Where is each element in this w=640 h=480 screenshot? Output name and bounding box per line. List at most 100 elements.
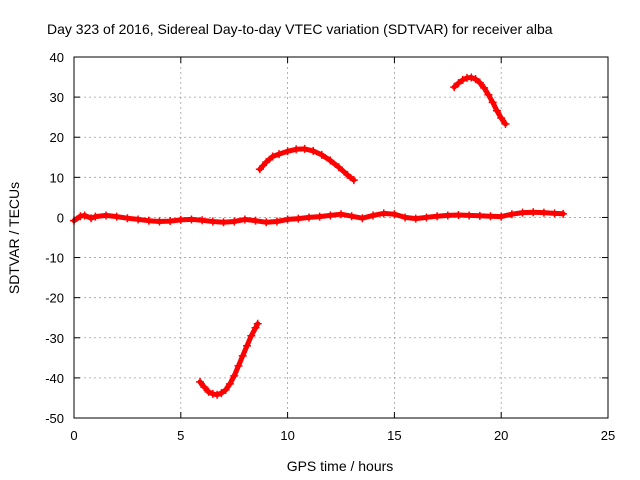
data-point xyxy=(334,163,343,172)
data-point xyxy=(268,152,277,161)
x-tick-label: 20 xyxy=(494,428,508,443)
x-axis-label: GPS time / hours xyxy=(287,458,394,474)
data-point xyxy=(294,214,303,223)
y-tick-label: 40 xyxy=(50,50,64,65)
series-arc-positive-high xyxy=(450,73,510,128)
data-point xyxy=(497,113,506,122)
data-point xyxy=(217,389,226,398)
data-point xyxy=(251,323,260,332)
x-tick-labels: 0 5 10 15 20 25 xyxy=(70,428,615,443)
data-point xyxy=(309,146,318,155)
data-point xyxy=(275,150,284,159)
data-point xyxy=(454,211,463,220)
data-point xyxy=(123,214,132,223)
data-point xyxy=(488,98,497,107)
data-point xyxy=(550,209,559,218)
data-point xyxy=(200,383,209,392)
data-point xyxy=(76,212,85,221)
data-point xyxy=(411,214,420,223)
data-point xyxy=(253,319,262,328)
data-point xyxy=(497,212,506,221)
series-arc-negative xyxy=(196,319,262,399)
data-point xyxy=(326,156,335,165)
y-tick-label: -10 xyxy=(45,251,64,266)
x-tick-label: 10 xyxy=(280,428,294,443)
data-point xyxy=(134,215,143,224)
data-point xyxy=(234,361,243,370)
data-point xyxy=(486,212,495,221)
y-tick-label: 0 xyxy=(57,210,64,225)
data-point xyxy=(390,210,399,219)
y-tick-label: 20 xyxy=(50,130,64,145)
data-point xyxy=(343,170,352,179)
data-point xyxy=(230,217,239,226)
data-point xyxy=(507,210,516,219)
data-point xyxy=(230,371,239,380)
data-point xyxy=(529,208,538,217)
data-point xyxy=(255,165,264,174)
data-point xyxy=(155,217,164,226)
chart-title: Day 323 of 2016, Sidereal Day-to-day VTE… xyxy=(47,21,553,37)
data-point xyxy=(102,211,111,220)
data-point xyxy=(465,211,474,220)
data-point xyxy=(213,390,222,399)
data-point xyxy=(221,385,230,394)
data-point xyxy=(243,341,252,350)
data-point xyxy=(492,106,501,115)
data-point xyxy=(283,147,292,156)
data-point xyxy=(401,213,410,222)
data-point xyxy=(369,211,378,220)
data-point xyxy=(240,215,249,224)
y-tick-label: -40 xyxy=(45,371,64,386)
data-point xyxy=(166,217,175,226)
x-tick-label: 25 xyxy=(601,428,615,443)
data-point xyxy=(91,212,100,221)
data-point xyxy=(450,83,459,92)
data-point xyxy=(433,212,442,221)
data-point xyxy=(518,208,527,217)
data-point xyxy=(238,351,247,360)
data-point xyxy=(251,216,260,225)
data-point xyxy=(467,73,476,82)
data-point xyxy=(204,387,213,396)
data-point xyxy=(471,75,480,84)
data-point xyxy=(208,389,217,398)
grid xyxy=(74,57,608,418)
data-point xyxy=(326,211,335,220)
data-point xyxy=(349,176,358,185)
data-point xyxy=(144,216,153,225)
series-arc-near-zero xyxy=(70,208,568,227)
data-point xyxy=(539,208,548,217)
y-tick-label: -30 xyxy=(45,331,64,346)
x-tick-label: 15 xyxy=(387,428,401,443)
data-point xyxy=(337,210,345,219)
data-point xyxy=(208,217,217,226)
x-tick-label: 0 xyxy=(70,428,77,443)
data-point xyxy=(300,144,309,153)
data-point xyxy=(80,211,89,220)
data-point xyxy=(198,216,207,225)
data-point xyxy=(225,379,234,388)
data-point xyxy=(484,90,493,99)
data-point xyxy=(292,145,301,154)
data-point xyxy=(379,209,388,218)
data-point xyxy=(283,215,292,224)
data-point xyxy=(475,211,484,220)
data-point xyxy=(247,331,256,340)
data-point xyxy=(358,214,367,223)
series-group xyxy=(70,73,568,399)
data-point xyxy=(187,215,196,224)
data-point xyxy=(501,119,510,128)
data-point xyxy=(112,212,121,221)
data-point xyxy=(422,213,431,222)
data-point xyxy=(262,158,271,167)
data-point xyxy=(347,212,356,221)
y-tick-label: 30 xyxy=(50,90,64,105)
data-point xyxy=(315,212,324,221)
plot-frame xyxy=(73,56,609,419)
data-point xyxy=(443,211,452,220)
data-point xyxy=(176,215,185,224)
data-point xyxy=(475,78,484,87)
data-point xyxy=(559,209,568,218)
